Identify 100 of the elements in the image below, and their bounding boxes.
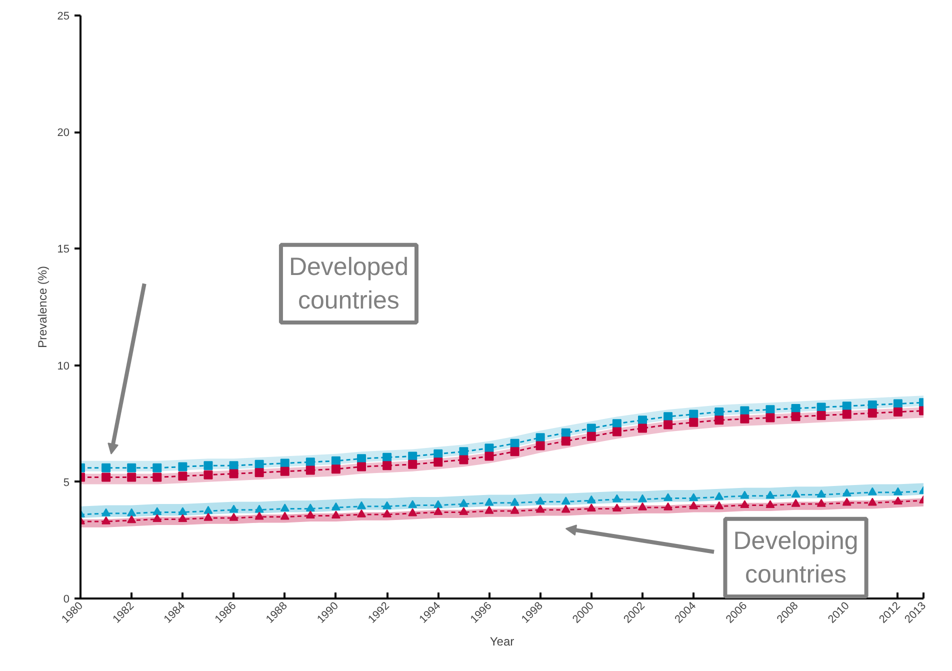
point bbox=[306, 504, 315, 512]
point bbox=[229, 461, 238, 470]
point bbox=[204, 461, 213, 470]
point bbox=[382, 461, 392, 470]
point bbox=[816, 490, 826, 498]
point bbox=[484, 452, 494, 461]
point bbox=[408, 508, 418, 516]
y-tick-label: 0 bbox=[63, 594, 70, 606]
point bbox=[612, 504, 622, 512]
point bbox=[689, 501, 698, 510]
point bbox=[459, 498, 468, 507]
y-tick-label: 15 bbox=[57, 244, 70, 256]
point bbox=[127, 515, 136, 524]
point bbox=[714, 501, 724, 510]
point bbox=[586, 495, 596, 504]
point bbox=[229, 504, 238, 513]
point bbox=[664, 493, 673, 502]
point bbox=[612, 419, 622, 428]
point bbox=[766, 490, 775, 499]
point bbox=[382, 452, 392, 462]
point bbox=[280, 466, 290, 476]
point bbox=[638, 416, 647, 425]
point bbox=[714, 407, 724, 416]
point bbox=[306, 458, 315, 467]
y-tick-label: 10 bbox=[57, 360, 70, 372]
point bbox=[638, 494, 647, 502]
point bbox=[102, 472, 111, 482]
point bbox=[357, 509, 366, 518]
point bbox=[408, 500, 418, 508]
point bbox=[152, 472, 162, 482]
point bbox=[434, 449, 443, 458]
point bbox=[586, 504, 596, 512]
point bbox=[689, 410, 698, 419]
y-tick-label: 5 bbox=[63, 476, 70, 489]
point bbox=[204, 470, 213, 480]
point bbox=[740, 500, 750, 508]
point bbox=[152, 507, 162, 516]
point bbox=[842, 498, 852, 506]
point bbox=[102, 508, 111, 516]
point bbox=[204, 506, 213, 514]
point bbox=[204, 512, 213, 521]
point bbox=[766, 413, 775, 422]
point bbox=[331, 464, 340, 474]
point bbox=[561, 496, 570, 505]
point bbox=[357, 501, 366, 510]
x-axis-title: Year bbox=[490, 634, 514, 648]
point bbox=[791, 498, 800, 507]
point bbox=[689, 493, 698, 502]
point bbox=[254, 468, 264, 478]
point bbox=[306, 510, 315, 519]
point bbox=[152, 463, 162, 472]
point bbox=[102, 463, 111, 472]
point bbox=[740, 414, 750, 424]
point bbox=[868, 400, 877, 410]
point bbox=[586, 424, 596, 433]
point bbox=[664, 502, 673, 510]
point bbox=[561, 436, 570, 446]
point bbox=[357, 454, 366, 464]
point bbox=[842, 488, 852, 496]
point bbox=[510, 506, 520, 514]
point bbox=[459, 447, 468, 456]
point bbox=[664, 420, 673, 430]
point bbox=[766, 405, 775, 414]
point bbox=[893, 399, 902, 408]
point bbox=[893, 487, 902, 496]
point bbox=[459, 455, 468, 464]
point bbox=[152, 514, 162, 522]
point bbox=[816, 498, 826, 507]
point bbox=[178, 462, 188, 472]
point bbox=[816, 402, 826, 412]
y-tick-label: 20 bbox=[57, 127, 70, 140]
point bbox=[740, 406, 750, 416]
point bbox=[254, 460, 264, 469]
point bbox=[842, 402, 852, 411]
point bbox=[102, 516, 111, 524]
point bbox=[561, 504, 570, 513]
point bbox=[510, 438, 520, 448]
point bbox=[178, 507, 188, 516]
annotation: Developing countries bbox=[733, 526, 858, 588]
point bbox=[766, 500, 775, 508]
point bbox=[536, 433, 545, 442]
point bbox=[638, 502, 647, 510]
point bbox=[536, 504, 545, 513]
point bbox=[868, 487, 877, 496]
point bbox=[714, 416, 724, 425]
point bbox=[893, 407, 902, 416]
point bbox=[791, 412, 800, 422]
point bbox=[791, 404, 800, 413]
point bbox=[434, 507, 443, 516]
point bbox=[357, 462, 366, 472]
point bbox=[510, 447, 520, 456]
point bbox=[612, 427, 622, 436]
point bbox=[382, 509, 392, 518]
point bbox=[178, 514, 188, 522]
point bbox=[331, 456, 340, 466]
point bbox=[178, 472, 188, 481]
point bbox=[127, 472, 136, 482]
point bbox=[306, 466, 315, 475]
point bbox=[434, 500, 443, 508]
y-tick-label: 25 bbox=[57, 10, 70, 22]
